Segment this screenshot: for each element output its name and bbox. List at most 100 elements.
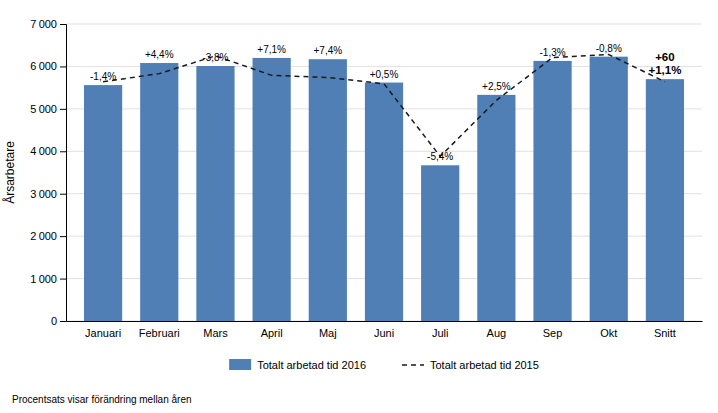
bar: [590, 57, 628, 321]
x-tick-label: Februari: [139, 327, 180, 339]
annotation-line: +4,4%: [145, 49, 174, 60]
legend-swatch: [402, 364, 424, 366]
x-axis-line: [67, 321, 703, 322]
annotation-line: +2,5%: [482, 81, 511, 92]
chart-svg: 0 1 000 2 000 3 000 4 000 5 000 6 000 7 000 Janu…: [0, 0, 718, 413]
y-tick-label: 3 000: [30, 188, 57, 200]
y-tick: 7 000: [30, 18, 66, 30]
annotation: +2,5%: [482, 81, 511, 92]
annotation: -0,8%: [596, 43, 622, 54]
y-tick-mark: [60, 24, 66, 25]
legend: Totalt arbetad tid 2016 Totalt arbetad ti…: [229, 359, 539, 371]
x-tick: Maj: [319, 321, 337, 339]
x-tick-label: Sep: [543, 327, 563, 339]
annotation: +4,4%: [145, 49, 174, 60]
y-tick-label: 4 000: [30, 145, 57, 157]
y-tick-mark: [60, 194, 66, 195]
plot: 0 1 000 2 000 3 000 4 000 5 000 6 000 7 000 Janu…: [2, 18, 703, 339]
bar: [196, 66, 234, 321]
x-tick-label: Juli: [432, 327, 449, 339]
annotation: +60+1,1%: [648, 51, 681, 76]
legend-label: Totalt arbetad tid 2015: [430, 359, 539, 371]
x-tick: Mars: [203, 321, 228, 339]
x-tick: Juni: [374, 321, 394, 339]
x-tick: Januari: [85, 321, 121, 339]
bar: [533, 61, 571, 321]
footnote: Procentsats visar förändring mellan åren: [12, 394, 192, 405]
annotation-line: -3,8%: [202, 52, 228, 63]
annotation-line: +7,1%: [257, 44, 286, 55]
annotation-line: +1,1%: [648, 64, 681, 76]
y-tick: 4 000: [30, 145, 66, 157]
bar-series: [84, 57, 684, 321]
x-tick: Sep: [543, 321, 563, 339]
marks: [84, 55, 684, 321]
bar: [477, 95, 515, 321]
annotation-line: +0,5%: [370, 69, 399, 80]
y-tick-mark: [60, 109, 66, 110]
x-tick: Aug: [487, 321, 507, 339]
chart-container: 0 1 000 2 000 3 000 4 000 5 000 6 000 7 000 Janu…: [0, 0, 718, 413]
y-tick: 2 000: [30, 230, 66, 242]
y-tick: 3 000: [30, 188, 66, 200]
bar: [140, 63, 178, 321]
y-axis-line: [60, 25, 67, 322]
bar: [365, 83, 403, 321]
annotation-line: +7,4%: [313, 45, 342, 56]
legend-item: Totalt arbetad tid 2016: [229, 359, 366, 371]
bar: [84, 85, 122, 321]
y-tick-mark: [60, 66, 66, 67]
bar: [309, 59, 347, 321]
annotations: -1,4% +4,4% -3,8% +7,1% +7,4% +0,5% -5,4% +2,5%…: [90, 43, 681, 163]
annotation-line: -5,4%: [427, 151, 453, 162]
bar: [646, 79, 684, 321]
legend-label: Totalt arbetad tid 2016: [257, 359, 366, 371]
y-tick: 1 000: [30, 273, 66, 285]
annotation-line: -1,4%: [90, 71, 116, 82]
annotation-line: +60: [655, 51, 675, 63]
y-tick: 5 000: [30, 103, 66, 115]
y-tick-label: 1 000: [30, 273, 57, 285]
x-tick-label: Aug: [487, 327, 507, 339]
bar: [253, 58, 291, 321]
y-tick-label: 0: [51, 315, 57, 327]
grid-line: [66, 24, 702, 25]
x-tick-label: Okt: [600, 327, 617, 339]
bar: [421, 165, 459, 321]
x-tick: Okt: [600, 321, 617, 339]
y-tick-mark: [60, 151, 66, 152]
y-tick-label: 5 000: [30, 103, 57, 115]
y-axis-title: Årsarbetare: [2, 141, 17, 204]
x-tick-label: Mars: [203, 327, 228, 339]
y-tick: 6 000: [30, 60, 66, 72]
y-tick-label: 7 000: [30, 18, 57, 30]
x-tick: Februari: [139, 321, 180, 339]
y-tick-mark: [60, 236, 66, 237]
y-tick-label: 2 000: [30, 230, 57, 242]
annotation: -5,4%: [427, 151, 453, 162]
legend-item: Totalt arbetad tid 2015: [402, 359, 539, 371]
x-tick: Juli: [432, 321, 449, 339]
y-tick-label: 6 000: [30, 60, 57, 72]
y-tick: 0: [51, 315, 66, 327]
x-tick-label: Juni: [374, 327, 394, 339]
legend-swatch: [229, 359, 251, 370]
x-tick-label: Snitt: [654, 327, 676, 339]
annotation: +7,4%: [313, 45, 342, 56]
annotation: +0,5%: [370, 69, 399, 80]
annotation: +7,1%: [257, 44, 286, 55]
y-tick-mark: [60, 279, 66, 280]
grid: [66, 24, 702, 321]
annotation-line: -0,8%: [596, 43, 622, 54]
annotation: -3,8%: [202, 52, 228, 63]
x-tick: Snitt: [654, 321, 676, 339]
annotation: -1,3%: [539, 47, 565, 58]
x-axis: Januari Februari Mars April Maj Juni Juli Aug Se…: [67, 321, 703, 339]
x-tick-label: April: [261, 327, 283, 339]
y-axis: 0 1 000 2 000 3 000 4 000 5 000 6 000 7 000: [30, 18, 66, 327]
line: [103, 55, 665, 157]
x-tick-label: Januari: [85, 327, 121, 339]
annotation: -1,4%: [90, 71, 116, 82]
y-tick-mark: [60, 321, 66, 322]
x-tick-label: Maj: [319, 327, 337, 339]
